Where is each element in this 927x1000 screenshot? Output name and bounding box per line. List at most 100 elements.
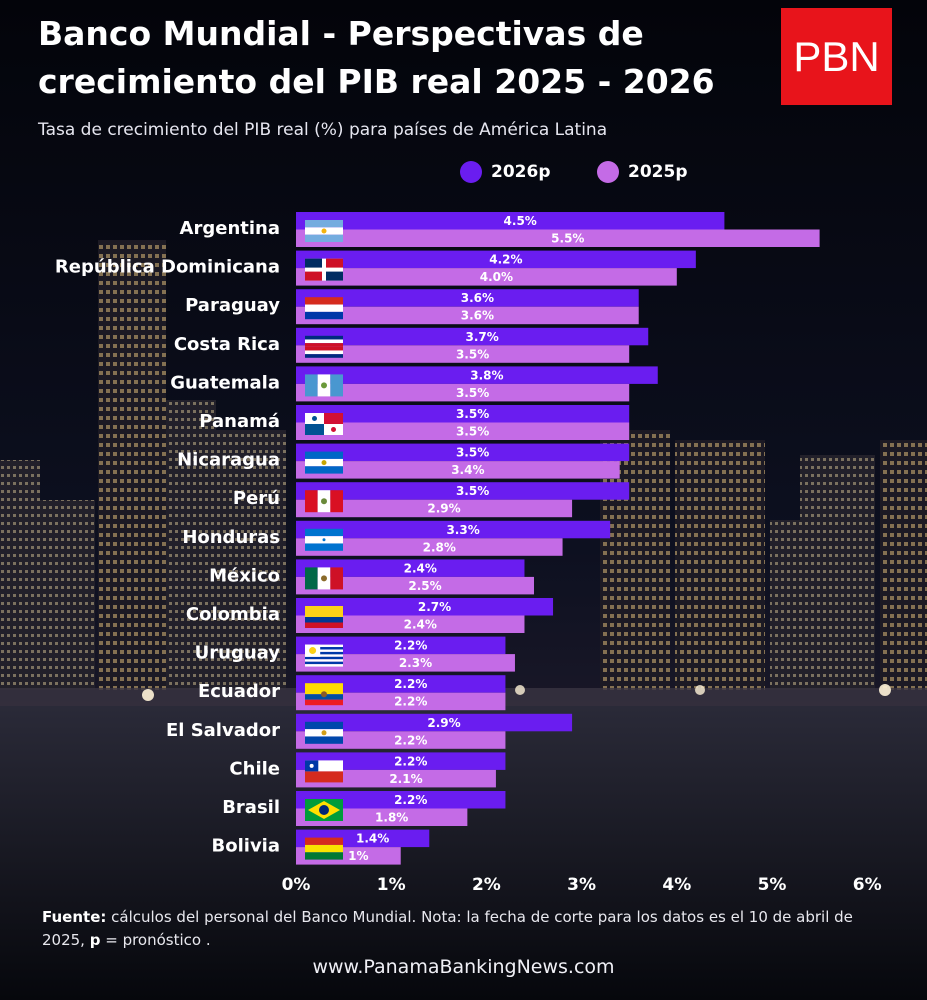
bar-2026p	[296, 636, 506, 655]
bar-2026p	[296, 675, 506, 693]
data-label-2026p: 3.3%	[446, 523, 479, 537]
x-tick-label: 1%	[377, 875, 406, 895]
bar-2025p	[296, 538, 563, 556]
country-label: Costa Rica	[174, 334, 280, 355]
data-label-2026p: 2.4%	[404, 561, 437, 575]
x-tick-label: 2%	[472, 875, 501, 895]
bolivia-flag-icon	[305, 837, 343, 860]
bar-2025p	[296, 422, 630, 440]
bar-2026p	[296, 443, 630, 462]
honduras-flag-icon	[305, 528, 343, 551]
pbn-logo: PBN	[781, 8, 892, 105]
bar-2026p	[296, 482, 630, 500]
data-label-2026p: 3.6%	[461, 291, 494, 305]
bar-2026p	[296, 598, 554, 616]
data-label-2026p: 3.5%	[456, 446, 489, 460]
ecuador-flag-icon	[305, 683, 343, 706]
x-tick-label: 0%	[282, 875, 311, 895]
country-label: Honduras	[182, 527, 280, 548]
data-label-2025p: 2.9%	[427, 502, 460, 516]
bar-2026p	[296, 559, 525, 577]
data-label-2025p: 3.5%	[456, 425, 489, 439]
title-line-1: Banco Mundial - Perspectivas de	[38, 14, 644, 53]
bar-2025p	[296, 692, 506, 711]
footnote-source-label: Fuente:	[42, 908, 107, 926]
bar-2026p	[296, 327, 649, 346]
data-label-2025p: 3.5%	[456, 347, 489, 361]
guatemala-flag-icon	[305, 374, 343, 397]
bar-2026p	[296, 250, 696, 269]
legend-item-2025: 2025p	[597, 160, 687, 184]
data-label-2025p: 2.4%	[404, 618, 437, 632]
costa-rica-flag-icon	[305, 335, 343, 358]
data-label-2026p: 2.2%	[394, 677, 427, 691]
x-tick-label: 4%	[662, 875, 691, 895]
bar-2025p	[296, 615, 525, 633]
chart-title: Banco Mundial - Perspectivas de crecimie…	[38, 10, 715, 106]
bar-2025p	[296, 576, 534, 595]
data-label-2025p: 2.1%	[389, 772, 422, 786]
data-label-2025p: 4.0%	[480, 270, 513, 284]
footnote: Fuente: cálculos del personal del Banco …	[42, 906, 892, 952]
chile-flag-icon	[305, 760, 343, 783]
data-label-2025p: 3.6%	[461, 309, 494, 323]
data-label-2025p: 1%	[348, 849, 368, 863]
data-label-2025p: 2.3%	[399, 656, 432, 670]
data-label-2026p: 4.2%	[489, 253, 522, 267]
country-label: Argentina	[180, 218, 280, 239]
bar-2026p	[296, 752, 506, 770]
uruguay-flag-icon	[305, 644, 343, 667]
legend-item-2026: 2026p	[460, 160, 550, 184]
bar-2026p	[296, 212, 725, 230]
country-label: Ecuador	[198, 681, 280, 702]
data-label-2025p: 2.2%	[394, 733, 427, 747]
footnote-source-text: cálculos del personal del Banco Mundial.…	[42, 908, 853, 949]
data-label-2026p: 3.7%	[465, 330, 498, 344]
bar-2025p	[296, 731, 506, 749]
country-label: Paraguay	[185, 295, 280, 316]
bar-2025p	[296, 345, 630, 363]
colombia-flag-icon	[305, 606, 343, 628]
bar-2026p	[296, 366, 658, 384]
data-label-2026p: 1.4%	[356, 832, 389, 846]
data-label-2026p: 4.5%	[504, 214, 537, 228]
data-label-2026p: 2.2%	[394, 793, 427, 807]
country-label: Chile	[229, 758, 280, 779]
bar-2025p	[296, 654, 515, 672]
country-label: El Salvador	[166, 720, 280, 741]
data-label-2025p: 2.8%	[423, 540, 456, 554]
data-label-2025p: 5.5%	[551, 232, 584, 246]
country-label: Bolivia	[212, 836, 280, 857]
country-label: Colombia	[186, 604, 280, 625]
data-label-2025p: 3.4%	[451, 463, 484, 477]
chart-subtitle: Tasa de crecimiento del PIB real (%) par…	[38, 120, 608, 140]
x-tick-label: 6%	[853, 875, 882, 895]
data-label-2026p: 2.7%	[418, 600, 451, 614]
bar-2025p	[296, 268, 677, 286]
data-label-2026p: 3.8%	[470, 368, 503, 382]
data-label-2026p: 3.5%	[456, 407, 489, 421]
brazil-flag-icon	[305, 799, 343, 821]
bar-2025p	[296, 461, 620, 479]
country-label: Guatemala	[170, 372, 280, 393]
data-label-2025p: 1.8%	[375, 811, 408, 825]
country-label: República Dominicana	[55, 257, 280, 278]
data-label-2026p: 2.2%	[394, 639, 427, 653]
legend-swatch-2026	[460, 161, 482, 183]
bar-2025p	[296, 229, 820, 247]
legend-label-2026: 2026p	[491, 162, 551, 182]
country-label: Uruguay	[195, 643, 281, 664]
country-label: Panamá	[199, 411, 280, 432]
logo-text: PBN	[793, 32, 880, 80]
website-link[interactable]: www.PanamaBankingNews.com	[312, 956, 615, 978]
country-label: México	[209, 565, 280, 586]
bar-2026p	[296, 520, 611, 539]
country-label: Nicaragua	[177, 450, 280, 471]
data-label-2026p: 2.2%	[394, 754, 427, 768]
el-salvador-flag-icon	[305, 721, 343, 744]
data-label-2025p: 2.5%	[408, 579, 441, 593]
country-label: Perú	[233, 488, 280, 509]
country-label: Brasil	[222, 797, 280, 818]
footnote-p-text: = pronóstico .	[100, 931, 211, 949]
